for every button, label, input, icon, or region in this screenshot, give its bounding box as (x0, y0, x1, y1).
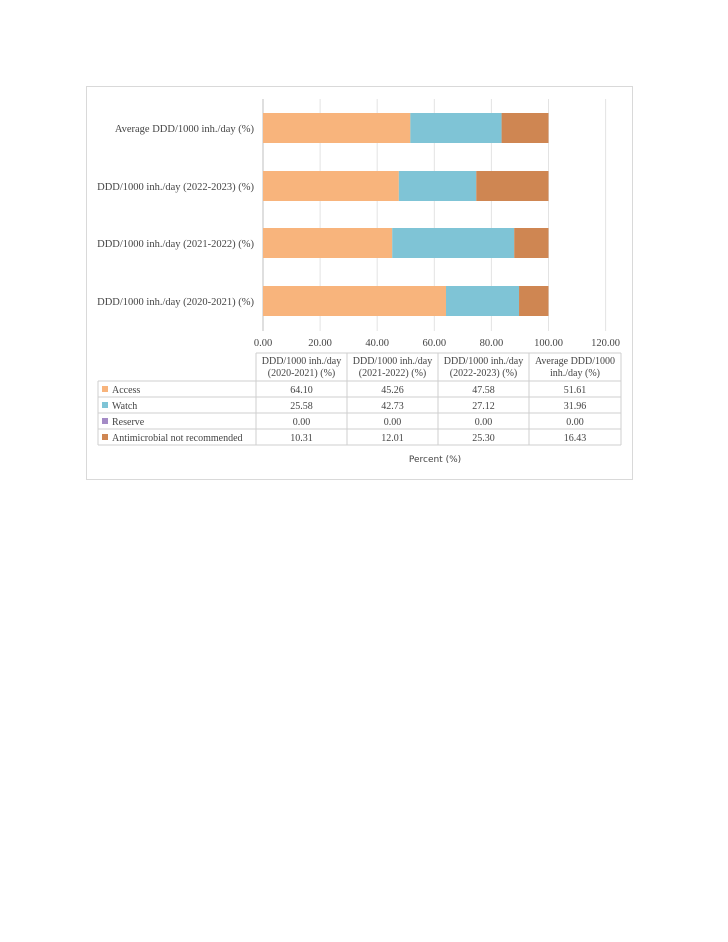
table-cell-value: 47.58 (472, 385, 495, 396)
table-cell-value: 45.26 (381, 385, 404, 396)
x-tick-label: 20.00 (308, 338, 332, 349)
table-cell-value: 25.58 (290, 401, 313, 412)
table-header: (2020-2021) (%) (268, 368, 335, 379)
x-tick-label: 0.00 (254, 338, 272, 349)
stacked-bar-chart: DDD/1000 inh./day (2020-2021) (%)DDD/100… (97, 99, 622, 465)
table-cell-value: 64.10 (290, 385, 313, 396)
bar-segment-access (263, 171, 399, 201)
table-cell-value: 31.96 (564, 401, 587, 412)
legend-swatch (102, 418, 108, 424)
x-tick-label: 100.00 (534, 338, 563, 349)
bar-segment-access (263, 228, 393, 258)
table-cell-value: 51.61 (564, 385, 587, 396)
chart-frame: DDD/1000 inh./day (2020-2021) (%) DDD/100… (86, 86, 633, 480)
category-label: DDD/1000 inh./day (2020-2021) (%) (97, 297, 254, 308)
table-header: inh./day (%) (550, 368, 600, 379)
data-table: DDD/1000 inh./day(2020-2021) (%)DDD/1000… (97, 352, 622, 446)
table-cell-value: 0.00 (475, 417, 493, 428)
table-cell-value: 0.00 (293, 417, 311, 428)
bars (263, 113, 549, 316)
category-labels: DDD/1000 inh./day (2020-2021) (%) DDD/100… (97, 124, 254, 308)
legend-swatch (102, 386, 108, 392)
table-header: (2022-2023) (%) (450, 368, 517, 379)
legend-swatch (102, 434, 108, 440)
legend-label: Watch (112, 401, 137, 412)
table-cell-value: 10.31 (290, 433, 313, 444)
table-cell-value: 0.00 (566, 417, 584, 428)
bar-segment-antimicrobial-not-recommended (519, 286, 549, 316)
category-label: Average DDD/1000 inh./day (%) (115, 124, 255, 135)
table-cell-value: 0.00 (384, 417, 402, 428)
x-tick-label: 80.00 (480, 338, 504, 349)
bar-segment-access (263, 286, 447, 316)
bar-segment-watch (446, 286, 520, 316)
table-header: DDD/1000 inh./day (353, 356, 432, 367)
x-axis-label: Percent (%) (409, 455, 461, 465)
legend-label: Antimicrobial not recommended (112, 433, 243, 444)
table-cell-value: 27.12 (472, 401, 495, 412)
table-header: DDD/1000 inh./day (444, 356, 523, 367)
x-tick-label: 40.00 (365, 338, 389, 349)
legend-swatch (102, 402, 108, 408)
x-tick-labels: 0.00 20.00 40.00 60.00 80.00 100.00 120.00 (254, 338, 620, 349)
legend-label: Reserve (112, 417, 145, 428)
table-header: DDD/1000 inh./day (262, 356, 341, 367)
table-cell-value: 16.43 (564, 433, 587, 444)
table-header: Average DDD/1000 (535, 356, 615, 367)
bar-segment-antimicrobial-not-recommended (501, 113, 549, 143)
category-label: DDD/1000 inh./day (2022-2023) (%) (97, 182, 254, 193)
bar-segment-watch (398, 171, 477, 201)
category-label: DDD/1000 inh./day (2021-2022) (%) (97, 239, 254, 250)
bar-segment-watch (410, 113, 502, 143)
bar-segment-antimicrobial-not-recommended (514, 228, 549, 258)
x-tick-label: 60.00 (422, 338, 446, 349)
table-cell-value: 12.01 (381, 433, 404, 444)
table-cell-value: 25.30 (472, 433, 495, 444)
table-cell-value: 42.73 (381, 401, 404, 412)
bar-segment-access (263, 113, 411, 143)
legend-label: Access (112, 385, 140, 396)
x-tick-label: 120.00 (591, 338, 620, 349)
bar-segment-antimicrobial-not-recommended (476, 171, 549, 201)
table-header: (2021-2022) (%) (359, 368, 426, 379)
bar-segment-watch (392, 228, 515, 258)
